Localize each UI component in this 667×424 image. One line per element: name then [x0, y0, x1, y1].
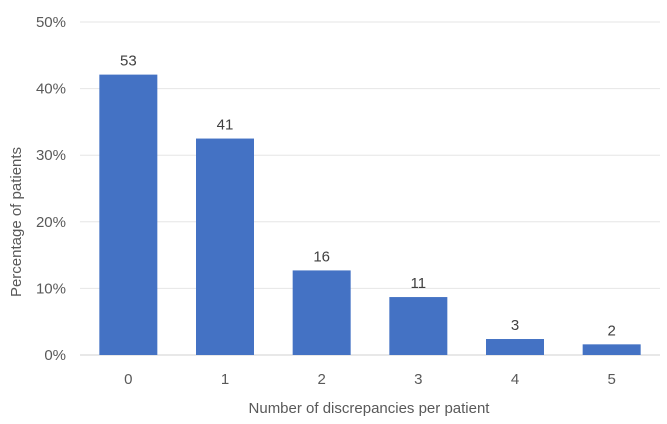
data-label: 41 — [217, 117, 234, 134]
x-axis-ticks: 0 1 2 3 4 5 — [124, 371, 616, 388]
y-tick-label: 20% — [36, 214, 66, 231]
bar — [196, 138, 254, 355]
data-labels: 53 41 16 11 3 2 — [120, 53, 616, 340]
y-tick-label: 50% — [36, 14, 66, 31]
x-tick-label: 2 — [317, 371, 325, 388]
y-tick-label: 0% — [44, 347, 66, 364]
bar — [389, 297, 448, 355]
x-tick-label: 4 — [511, 371, 519, 388]
y-tick-label: 10% — [36, 280, 66, 297]
bar — [292, 270, 351, 355]
data-label: 11 — [411, 275, 427, 292]
y-tick-label: 30% — [36, 147, 66, 164]
x-tick-label: 0 — [124, 371, 132, 388]
y-tick-label: 40% — [36, 81, 66, 98]
x-tick-label: 5 — [607, 371, 615, 388]
bars — [99, 74, 641, 355]
gridlines — [80, 21, 660, 356]
data-label: 3 — [511, 317, 519, 334]
data-label: 2 — [607, 322, 615, 339]
bar — [99, 74, 158, 355]
y-axis-ticks: 0% 10% 20% 30% 40% 50% — [36, 14, 66, 364]
bar — [582, 344, 641, 355]
bar — [486, 339, 544, 355]
data-label: 16 — [313, 248, 330, 265]
data-label: 53 — [120, 53, 137, 70]
y-axis-title: Percentage of patients — [8, 147, 25, 297]
x-axis-title: Number of discrepancies per patient — [249, 400, 491, 417]
x-tick-label: 1 — [221, 371, 229, 388]
x-tick-label: 3 — [414, 371, 422, 388]
